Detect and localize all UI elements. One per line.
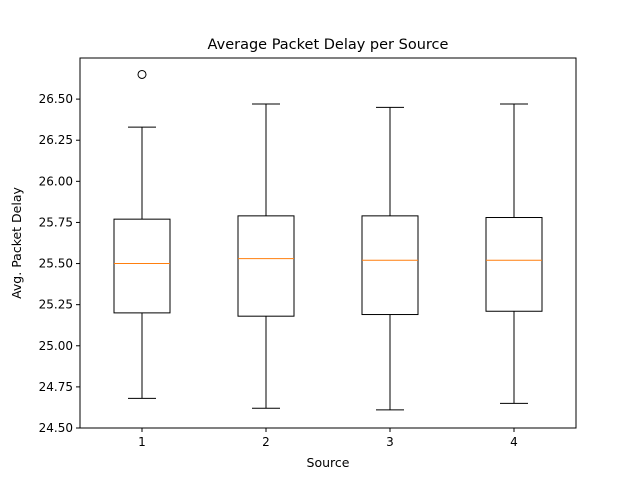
iqr-box [113,218,171,314]
y-tick-label: 25.75 [39,215,73,229]
box-group-4 [485,103,543,404]
outlier-point [137,69,147,79]
x-tick-label: 4 [510,435,518,449]
x-tick-label: 1 [138,435,146,449]
box-group-2 [237,103,295,409]
x-axis-label: Source [307,455,350,470]
y-tick-label: 24.50 [39,421,73,435]
x-axis: 1 2 3 4 [138,428,518,449]
y-tick-label: 25.50 [39,257,73,271]
y-tick-label: 25.00 [39,339,73,353]
plot-area-frame [79,57,577,429]
box-group-3 [361,106,419,411]
chart-title: Average Packet Delay per Source [208,37,449,53]
y-axis: 24.50 24.75 25.00 25.25 25.50 25.75 26.00 26.25… [39,92,80,435]
y-tick-label: 26.00 [39,174,73,188]
box-group-1 [113,69,171,399]
x-tick-label: 2 [262,435,270,449]
y-axis-label: Avg. Packet Delay [9,186,24,298]
iqr-box [237,215,295,317]
y-tick-label: 26.25 [39,133,73,147]
x-tick-label: 3 [386,435,394,449]
box-series [113,69,543,411]
y-tick-label: 26.50 [39,92,73,106]
iqr-box [485,217,543,312]
y-tick-label: 25.25 [39,298,73,312]
y-tick-label: 24.75 [39,380,73,394]
iqr-box [361,215,419,316]
